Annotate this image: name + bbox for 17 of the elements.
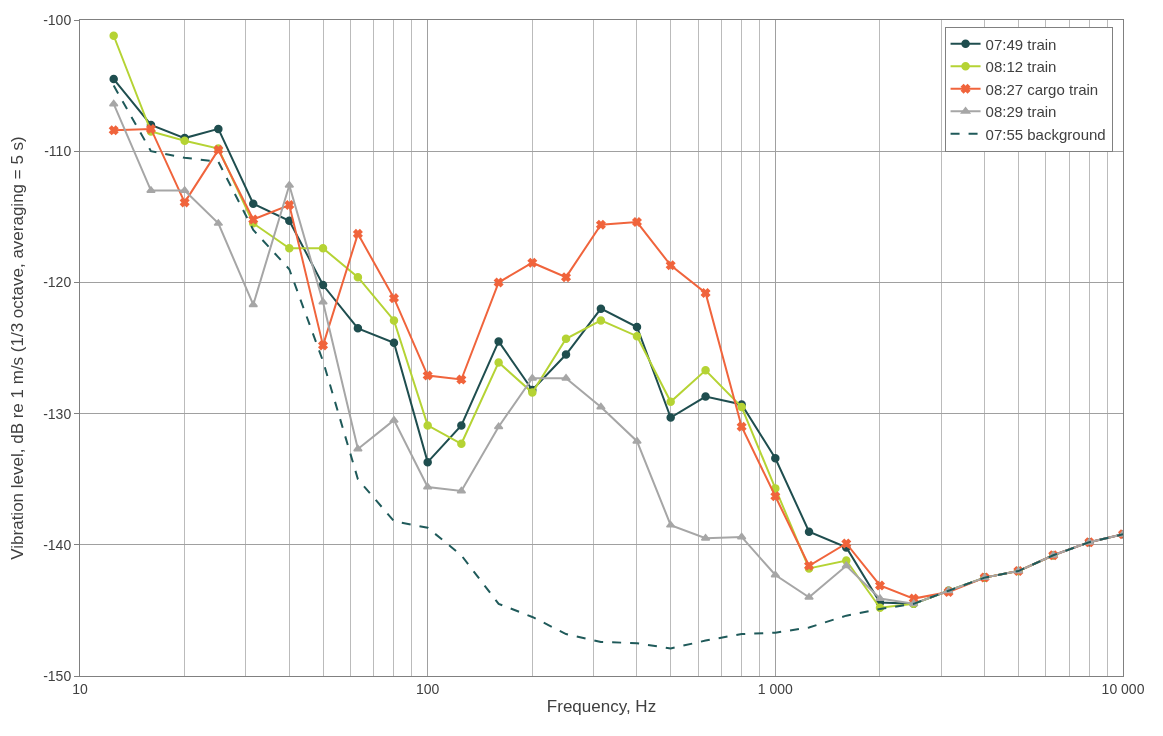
legend-label: 08:27 cargo train (985, 80, 1099, 98)
y-tick-label: -150 (43, 667, 72, 684)
y-tick-label: -110 (44, 143, 72, 160)
legend-label: 08:29 train (985, 103, 1057, 121)
legend-label: 07:55 background (985, 125, 1106, 143)
y-tick-label: -100 (43, 11, 72, 28)
y-tick-label: -130 (43, 405, 72, 422)
x-tick-label: 100 (415, 680, 440, 697)
x-tick-label: 10 (72, 680, 88, 697)
x-axis-title: Frequency, Hz (546, 697, 657, 717)
x-tick-label: 1 000 (757, 680, 794, 697)
y-tick-label: -120 (43, 274, 72, 291)
y-tick-label: -140 (43, 536, 72, 553)
legend-label: 08:12 train (985, 58, 1057, 76)
y-axis-title: Vibration level, dB re 1 m/s (1/3 octave, averaging = 5 s) (7, 136, 27, 560)
legend-label: 07:49 train (985, 35, 1057, 53)
x-tick-label: 10 000 (1101, 680, 1145, 697)
